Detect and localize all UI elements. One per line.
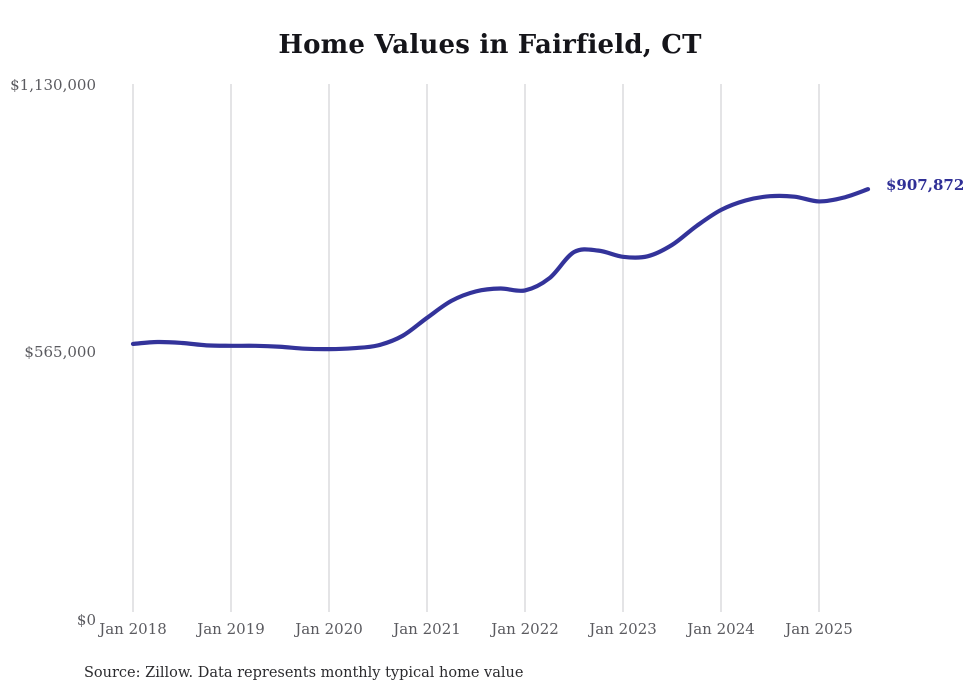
y-axis-tick-label-zero: $0 — [76, 611, 96, 629]
y-axis-tick-label-top: $1,130,000 — [10, 76, 96, 94]
x-axis-tick-label: Jan 2021 — [393, 620, 461, 638]
x-axis-tick-label: Jan 2020 — [295, 620, 363, 638]
source-note: Source: Zillow. Data represents monthly … — [84, 665, 524, 681]
x-axis-tick-label: Jan 2023 — [589, 620, 657, 638]
x-axis-tick-label: Jan 2019 — [197, 620, 265, 638]
chart-title: Home Values in Fairfield, CT — [278, 30, 702, 60]
x-axis-tick-label: Jan 2022 — [491, 620, 559, 638]
x-axis-tick-label: Jan 2025 — [785, 620, 853, 638]
x-axis-tick-label: Jan 2018 — [99, 620, 167, 638]
home-value-trend-line — [130, 187, 871, 352]
y-axis-tick-label-mid: $565,000 — [24, 343, 96, 361]
x-axis-tick-label: Jan 2024 — [687, 620, 755, 638]
vertical-gridlines — [132, 84, 820, 612]
end-value-label: $907,872 — [886, 176, 965, 195]
